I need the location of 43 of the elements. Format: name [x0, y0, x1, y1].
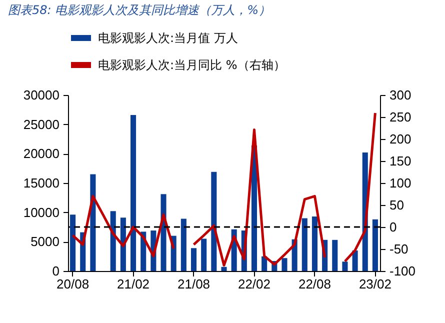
- x-tick-label: 23/02: [358, 276, 392, 292]
- y2-tick-label: 100: [390, 176, 412, 190]
- bar: [221, 266, 227, 271]
- legend-label: 电影观影人次:当月同比 %（右轴）: [98, 58, 286, 72]
- y2-tick-label: -50: [390, 242, 408, 256]
- y-tick-label: 10000: [23, 204, 60, 220]
- bar: [312, 216, 318, 271]
- y2-tick-label: 300: [390, 88, 412, 102]
- x-tick-label: 22/08: [298, 276, 331, 292]
- x-tick-label: 21/08: [177, 276, 210, 292]
- bar: [70, 214, 76, 271]
- bar: [90, 174, 96, 271]
- y2-tick-label: 200: [390, 132, 412, 146]
- y2-tick-label: 150: [390, 154, 412, 168]
- y-tick-label: 5000: [30, 234, 60, 250]
- bar: [282, 258, 288, 271]
- y-tick-label: 0: [52, 264, 60, 278]
- x-tick-label: 20/08: [56, 276, 90, 292]
- bar: [352, 250, 358, 271]
- y-tick-label: 15000: [23, 176, 60, 190]
- x-tick-label: 22/02: [238, 276, 271, 292]
- bar: [201, 238, 207, 271]
- bar: [120, 218, 126, 271]
- bar: [211, 172, 217, 271]
- bar: [130, 114, 136, 271]
- x-tick-label: 21/02: [117, 276, 150, 292]
- bar: [332, 240, 338, 271]
- y2-tick-label: 0: [390, 220, 397, 234]
- y-tick-label: 20000: [23, 146, 60, 162]
- y2-tick-label: 250: [390, 110, 412, 124]
- bar: [110, 211, 116, 271]
- bar: [190, 248, 197, 271]
- chart-title: 图表58: 电影观影人次及其同比增速（万人，%）: [8, 3, 271, 17]
- y-tick-label: 30000: [23, 88, 60, 102]
- y-tick-label: 25000: [23, 116, 60, 132]
- bar: [262, 256, 268, 271]
- bar: [372, 219, 378, 271]
- y2-tick-label: 50: [390, 198, 404, 212]
- bar: [180, 218, 186, 271]
- bar: [342, 262, 348, 271]
- bar: [302, 218, 308, 271]
- legend-label: 电影观影人次:当月值 万人: [98, 31, 238, 45]
- y2-tick-label: -100: [390, 264, 416, 278]
